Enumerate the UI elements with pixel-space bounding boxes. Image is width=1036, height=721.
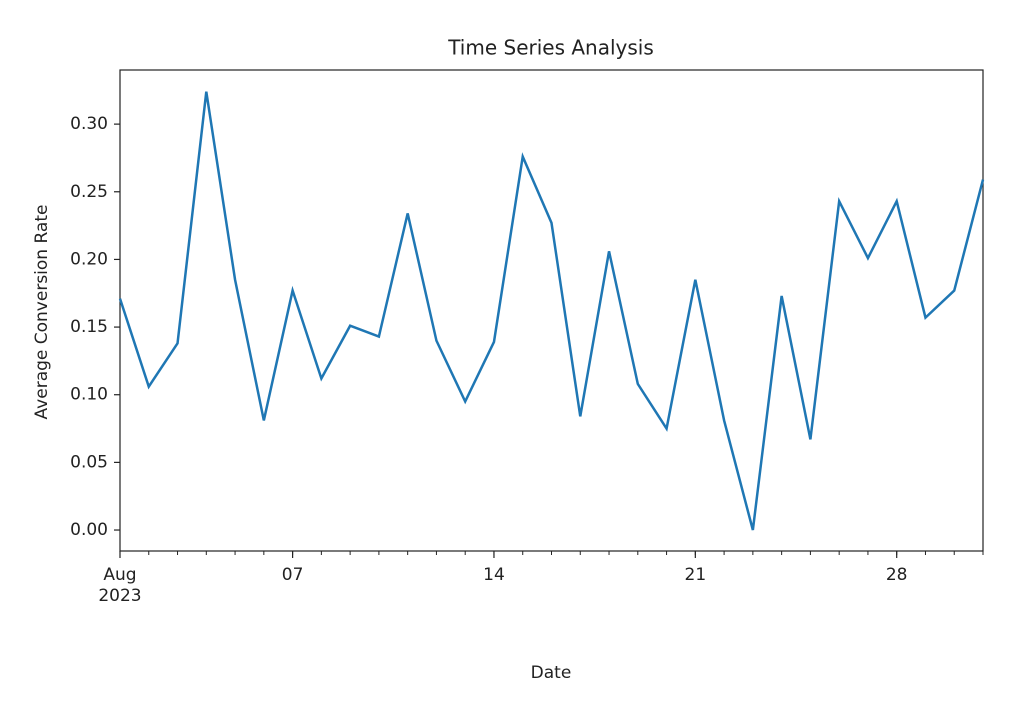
x-tick-label: 07	[281, 565, 304, 585]
y-tick-label: 0.30	[70, 114, 108, 134]
y-tick-label: 0.15	[70, 317, 108, 337]
y-tick-label: 0.20	[70, 249, 108, 269]
x-axis-label: Date	[531, 663, 572, 683]
data-line	[118, 91, 985, 531]
y-tick-label: 0.25	[70, 182, 108, 202]
x-tick-label: Aug 2023	[98, 565, 142, 606]
x-tick-label: 14	[483, 565, 505, 585]
chart-title: Time Series Analysis	[447, 36, 654, 60]
y-tick-label: 0.00	[70, 520, 108, 540]
y-axis-label: Average Conversion Rate	[32, 205, 52, 420]
x-tick-label: 21	[684, 565, 707, 585]
plot-frame	[119, 69, 984, 552]
x-tick-label: 28	[885, 565, 908, 585]
y-tick-label: 0.05	[70, 452, 108, 472]
y-tick-label: 0.10	[70, 385, 108, 405]
